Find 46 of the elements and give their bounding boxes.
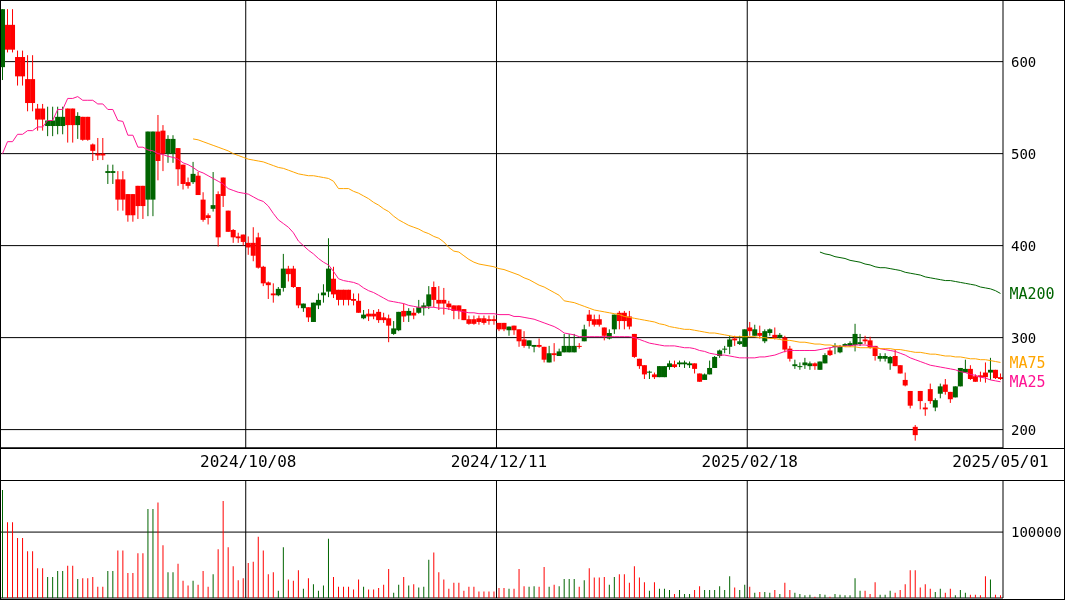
candlestick xyxy=(280,253,286,293)
candlestick xyxy=(356,292,362,314)
candlestick xyxy=(25,54,31,112)
y-tick-label: 300 xyxy=(1011,329,1037,346)
series-label: MA200 xyxy=(1009,284,1055,303)
candlestick xyxy=(431,280,437,308)
candlestick xyxy=(802,357,808,370)
candlestick xyxy=(536,338,542,349)
x-tick-label: 2025/02/18 xyxy=(701,452,798,472)
candlestick xyxy=(75,111,81,140)
candlestick xyxy=(15,50,21,87)
candlestick xyxy=(290,265,296,289)
candlestick xyxy=(727,335,733,355)
candlestick xyxy=(105,164,111,185)
candlestick xyxy=(792,359,798,370)
y-tick-label: 200 xyxy=(1011,421,1037,438)
line-series xyxy=(192,138,1001,363)
candlestick xyxy=(626,310,632,330)
candlestick xyxy=(531,344,537,353)
candlestick xyxy=(857,333,863,347)
candlestick xyxy=(115,170,121,212)
candlestick xyxy=(35,103,41,132)
candlestick xyxy=(325,237,331,298)
series-label: MA25 xyxy=(1009,373,1046,392)
y-tick-label: 100000 xyxy=(1011,524,1062,541)
candlestick xyxy=(551,342,557,363)
candlestick xyxy=(295,286,301,309)
candlestick xyxy=(65,108,71,144)
candlestick xyxy=(927,383,933,405)
line-series xyxy=(2,96,1001,383)
candlestick xyxy=(270,282,276,304)
candlestick xyxy=(436,285,442,311)
y-tick-label: 600 xyxy=(1011,53,1037,70)
x-tick-label: 2024/10/08 xyxy=(200,452,297,472)
candlestick xyxy=(521,330,527,349)
x-tick-label: 2025/05/01 xyxy=(952,452,1049,472)
series-label: MA75 xyxy=(1009,353,1046,372)
y-tick-label: 500 xyxy=(1011,145,1037,162)
candlestick xyxy=(797,361,803,371)
x-tick-label: 2024/12/11 xyxy=(450,452,548,472)
candlestick xyxy=(190,161,196,185)
candlestick xyxy=(210,171,216,213)
line-series xyxy=(819,251,1001,294)
candlestick xyxy=(987,357,993,381)
candlestick xyxy=(812,361,818,371)
y-tick-label: 400 xyxy=(1011,237,1037,254)
